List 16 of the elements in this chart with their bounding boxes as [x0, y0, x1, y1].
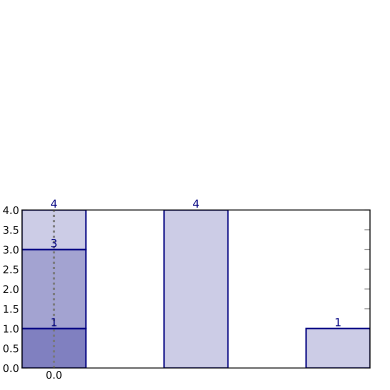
- y-tick-label: 2.0: [3, 285, 19, 294]
- data-label: 1: [336, 318, 341, 326]
- data-label: 1: [52, 318, 56, 326]
- y-tick-label: 4.0: [3, 206, 19, 214]
- annotation: 3: [51, 238, 57, 248]
- data-label: 4: [193, 200, 199, 208]
- y-tick-label: 2.5: [3, 265, 18, 274]
- y-tick-label: 1.5: [4, 305, 18, 313]
- y-tick-label: 0.0: [3, 364, 19, 372]
- y-tick-label: 3.0: [3, 246, 19, 254]
- y-tick-label: 1.0: [4, 324, 19, 333]
- y-tick-label: 3.5: [3, 226, 18, 234]
- y-tick-label: 0.5: [3, 344, 18, 352]
- annotation: 4: [50, 200, 57, 208]
- bar: [163, 210, 229, 368]
- bar: [305, 328, 370, 368]
